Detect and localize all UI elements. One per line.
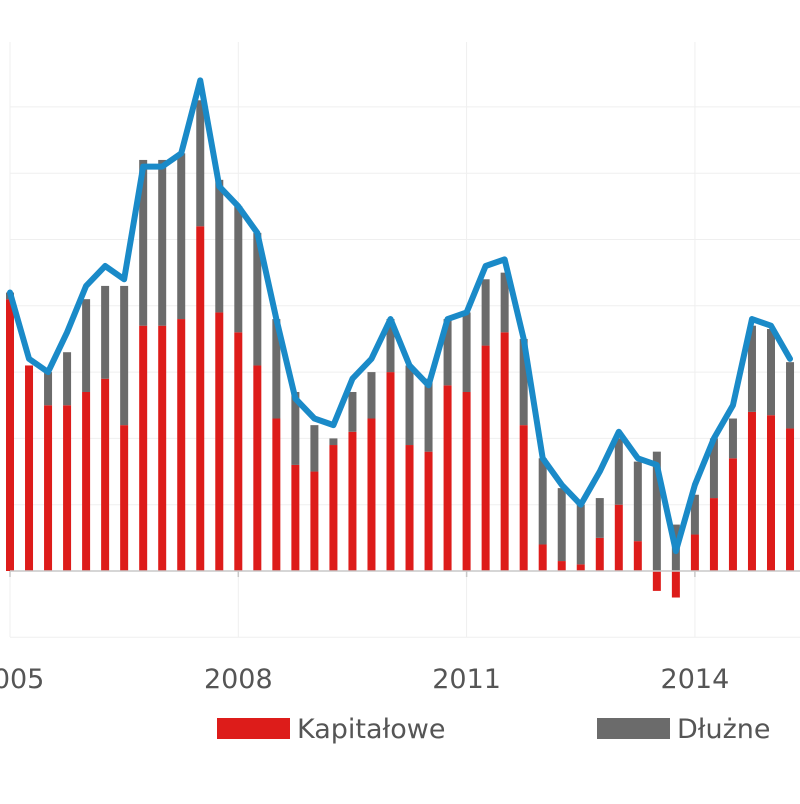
bar-dluzne [234, 206, 243, 333]
bar-dluzne [139, 159, 148, 326]
bar-kapitalowe [310, 471, 319, 571]
bar-kapitalowe [25, 365, 34, 571]
bar-dluzne [519, 338, 528, 426]
bar-dluzne [215, 179, 224, 313]
bar-kapitalowe [386, 372, 395, 571]
bar-dluzne [500, 272, 509, 333]
bar-kapitalowe [63, 405, 72, 571]
bar-kapitalowe [786, 428, 795, 571]
bar-kapitalowe [6, 299, 14, 571]
bar-kapitalowe [500, 332, 509, 571]
bar-dluzne [538, 458, 547, 545]
bar-kapitalowe [177, 319, 186, 571]
bar-kapitalowe [481, 345, 490, 571]
bar-dluzne [158, 159, 167, 326]
bar-kapitalowe [519, 425, 528, 571]
bar-kapitalowe [652, 571, 661, 591]
bar-kapitalowe [576, 564, 585, 571]
x-tick-label: 2014 [661, 664, 730, 695]
bar-dluzne [348, 391, 357, 432]
bar-kapitalowe [291, 464, 300, 571]
bar-kapitalowe [253, 365, 262, 571]
legend-label-kapitalowe: Kapitałowe [297, 714, 445, 745]
bar-dluzne [405, 365, 414, 446]
bar-dluzne [177, 153, 186, 320]
x-tick-label: 2005 [0, 664, 44, 695]
bar-dluzne [120, 285, 129, 426]
bar-dluzne [595, 498, 604, 538]
bar-dluzne [690, 494, 699, 535]
bar-dluzne [272, 319, 281, 419]
bar-kapitalowe [671, 571, 680, 598]
bar-kapitalowe [690, 534, 699, 571]
bar-kapitalowe [557, 561, 566, 571]
bar-dluzne [63, 352, 72, 406]
bar-kapitalowe [633, 541, 642, 571]
bar-kapitalowe [595, 537, 604, 571]
bar-kapitalowe [443, 385, 452, 571]
bar-kapitalowe [158, 325, 167, 571]
bar-kapitalowe [82, 391, 91, 571]
legend-swatch-kapitalowe [217, 718, 290, 739]
bar-kapitalowe [215, 312, 224, 571]
bar-kapitalowe [538, 544, 547, 571]
legend: Kapitałowe Dłużne [217, 714, 770, 745]
bar-dluzne [709, 438, 718, 499]
bar-kapitalowe [462, 391, 471, 571]
bar-kapitalowe [424, 451, 433, 571]
bar-dluzne [767, 329, 775, 416]
bar-kapitalowe [709, 498, 718, 571]
bar-dluzne [557, 488, 566, 562]
bar-kapitalowe [120, 425, 129, 571]
bar-kapitalowe [329, 445, 338, 571]
x-tick-label: 2008 [204, 664, 273, 695]
bar-dluzne [614, 438, 623, 505]
bar-dluzne [329, 438, 338, 446]
legend-label-dluzne: Dłużne [677, 714, 770, 745]
bar-kapitalowe [367, 418, 376, 571]
bar-kapitalowe [767, 415, 775, 571]
bar-kapitalowe [405, 445, 414, 571]
bar-dluzne [443, 319, 452, 386]
axis [9, 570, 800, 577]
bar-kapitalowe [348, 431, 357, 571]
bar-dluzne [386, 319, 395, 373]
bar-dluzne [196, 100, 205, 227]
bar-dluzne [82, 299, 91, 392]
bar-kapitalowe [728, 458, 737, 571]
total-line [7, 77, 794, 555]
bar-kapitalowe [196, 226, 205, 572]
bars [6, 100, 795, 598]
bar-dluzne [652, 451, 661, 571]
bar-dluzne [786, 362, 795, 429]
bar-dluzne [424, 378, 433, 452]
bar-kapitalowe [44, 405, 53, 571]
bar-dluzne [728, 418, 737, 459]
x-tick-label: 2011 [432, 664, 501, 695]
bar-dluzne [291, 391, 300, 465]
bar-dluzne [44, 372, 53, 406]
bar-dluzne [633, 461, 642, 542]
bar-kapitalowe [139, 325, 148, 571]
legend-swatch-dluzne [597, 718, 670, 739]
bar-kapitalowe [101, 378, 110, 571]
bar-dluzne [101, 285, 110, 379]
x-tick-labels: 2005 2008 2011 2014 [0, 664, 729, 695]
bar-dluzne [576, 504, 585, 565]
bar-kapitalowe [234, 332, 243, 571]
bar-dluzne [481, 279, 490, 346]
bar-dluzne [253, 232, 262, 366]
grid [9, 42, 800, 638]
bar-dluzne [747, 325, 756, 412]
bar-kapitalowe [747, 411, 756, 571]
bar-dluzne [310, 425, 319, 472]
bar-dluzne [462, 312, 471, 392]
total-line-path [7, 77, 794, 555]
bar-dluzne [367, 372, 376, 419]
bar-kapitalowe [614, 504, 623, 571]
bar-kapitalowe [272, 418, 281, 571]
